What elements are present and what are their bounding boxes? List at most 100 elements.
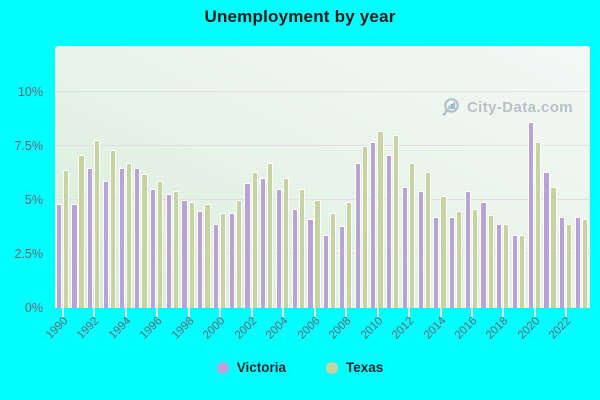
bar-victoria-1997[interactable]: [165, 193, 172, 308]
x-tick-label: 1998: [169, 315, 197, 342]
bar-victoria-2011[interactable]: [386, 154, 393, 308]
bar-victoria-2015[interactable]: [448, 217, 456, 308]
x-tick: [565, 308, 568, 317]
bar-victoria-2002[interactable]: [244, 182, 251, 308]
x-tick-label: 2012: [389, 315, 417, 342]
bar-texas-2008[interactable]: [345, 202, 353, 308]
bar-texas-2001[interactable]: [235, 200, 242, 308]
bar-texas-1995[interactable]: [141, 174, 148, 308]
x-tick-label: 1990: [43, 315, 71, 342]
gridline: [55, 253, 590, 254]
bar-victoria-1995[interactable]: [134, 167, 141, 308]
x-tick-label: 2000: [201, 315, 228, 342]
bar-texas-2000[interactable]: [220, 212, 227, 308]
bar-texas-2014[interactable]: [440, 195, 447, 308]
bar-victoria-2014[interactable]: [433, 217, 440, 308]
x-tick: [282, 308, 285, 317]
x-tick-label: 1994: [106, 315, 134, 342]
bar-texas-1990[interactable]: [62, 169, 69, 308]
bar-texas-2010[interactable]: [377, 130, 384, 308]
bar-texas-2023[interactable]: [581, 219, 589, 308]
bar-victoria-2006[interactable]: [307, 219, 314, 308]
bar-victoria-1998[interactable]: [181, 200, 188, 308]
bar-texas-2007[interactable]: [330, 212, 337, 308]
x-tick-label: 2004: [264, 315, 291, 342]
victoria-color-swatch: [216, 361, 229, 374]
bar-texas-2020[interactable]: [534, 141, 541, 308]
bar-texas-2002[interactable]: [251, 171, 258, 308]
bar-texas-2009[interactable]: [361, 146, 368, 308]
x-tick: [156, 308, 159, 317]
bar-texas-1998[interactable]: [188, 202, 195, 308]
bar-texas-2003[interactable]: [267, 163, 274, 308]
bar-texas-1991[interactable]: [78, 154, 85, 308]
bar-victoria-1999[interactable]: [197, 210, 204, 308]
bar-texas-1993[interactable]: [109, 150, 117, 308]
bar-victoria-1990[interactable]: [55, 204, 62, 308]
bar-texas-2017[interactable]: [487, 215, 494, 308]
bar-victoria-2009[interactable]: [354, 163, 361, 308]
bar-texas-2004[interactable]: [282, 178, 290, 308]
bar-victoria-1992[interactable]: [87, 167, 94, 308]
bar-texas-1999[interactable]: [204, 204, 211, 308]
gridline: [55, 199, 590, 200]
gridline: [55, 91, 590, 92]
bar-texas-2022[interactable]: [566, 223, 573, 308]
x-tick: [93, 308, 96, 317]
x-tick-label: 2014: [421, 315, 448, 342]
chart-title: Unemployment by year: [204, 7, 396, 26]
x-tick: [250, 308, 253, 317]
x-tick: [376, 308, 379, 317]
bar-victoria-2016[interactable]: [464, 191, 471, 308]
bar-victoria-2010[interactable]: [370, 141, 377, 308]
bar-texas-2019[interactable]: [519, 234, 526, 308]
bar-victoria-1991[interactable]: [71, 204, 78, 308]
bar-texas-2012[interactable]: [408, 163, 416, 308]
bar-victoria-2004[interactable]: [275, 189, 283, 308]
bar-victoria-2000[interactable]: [212, 223, 220, 308]
x-tick-label: 2016: [452, 315, 480, 342]
bar-victoria-1996[interactable]: [150, 189, 157, 308]
x-tick: [408, 308, 411, 317]
bar-texas-2016[interactable]: [471, 208, 478, 308]
bar-victoria-1994[interactable]: [118, 167, 125, 308]
x-tick: [533, 308, 536, 317]
magnifier-chart-icon: [442, 98, 459, 116]
bar-texas-2013[interactable]: [424, 171, 431, 308]
y-axis: 0% 2.5% 5% 7.5% 10%: [0, 46, 46, 315]
bar-texas-1992[interactable]: [94, 139, 101, 308]
x-axis: 1990 1992 1994 1996 1998 2000 2002 2004 2006 2008…: [44, 308, 590, 363]
bar-texas-2018[interactable]: [503, 223, 510, 308]
legend-item-texas[interactable]: Texas: [326, 360, 383, 375]
bar-victoria-2005[interactable]: [291, 208, 298, 308]
x-tick-label: 2022: [547, 315, 574, 342]
bar-victoria-2022[interactable]: [559, 217, 566, 308]
bar-texas-2011[interactable]: [393, 135, 400, 308]
bar-texas-2005[interactable]: [298, 189, 305, 308]
bar-victoria-2001[interactable]: [228, 212, 235, 308]
bar-texas-2006[interactable]: [314, 200, 321, 308]
bar-victoria-2018[interactable]: [496, 223, 503, 308]
x-tick-label: 2008: [326, 315, 354, 342]
bar-victoria-2003[interactable]: [260, 178, 267, 308]
bar-victoria-2013[interactable]: [417, 191, 424, 308]
bar-texas-2015[interactable]: [456, 210, 463, 308]
bar-victoria-2019[interactable]: [511, 234, 519, 308]
x-tick-label: 2020: [515, 315, 543, 342]
bar-victoria-2023[interactable]: [574, 217, 582, 308]
bar-victoria-2017[interactable]: [480, 202, 487, 308]
bar-texas-1994[interactable]: [125, 163, 132, 308]
bar-victoria-1993[interactable]: [102, 180, 109, 308]
legend-item-victoria[interactable]: Victoria: [216, 360, 286, 375]
bar-victoria-2007[interactable]: [323, 234, 330, 308]
bar-victoria-2021[interactable]: [543, 171, 550, 308]
watermark[interactable]: City-Data.com: [442, 97, 573, 118]
bar-victoria-2008[interactable]: [338, 225, 346, 308]
watermark-text: City-Data.com: [466, 99, 573, 116]
bar-victoria-2012[interactable]: [401, 187, 408, 308]
bar-victoria-2020[interactable]: [527, 122, 534, 308]
bar-texas-1996[interactable]: [157, 180, 164, 308]
bar-texas-2021[interactable]: [550, 187, 557, 308]
bar-texas-1997[interactable]: [172, 191, 180, 308]
x-tick-label: 1996: [138, 315, 165, 342]
